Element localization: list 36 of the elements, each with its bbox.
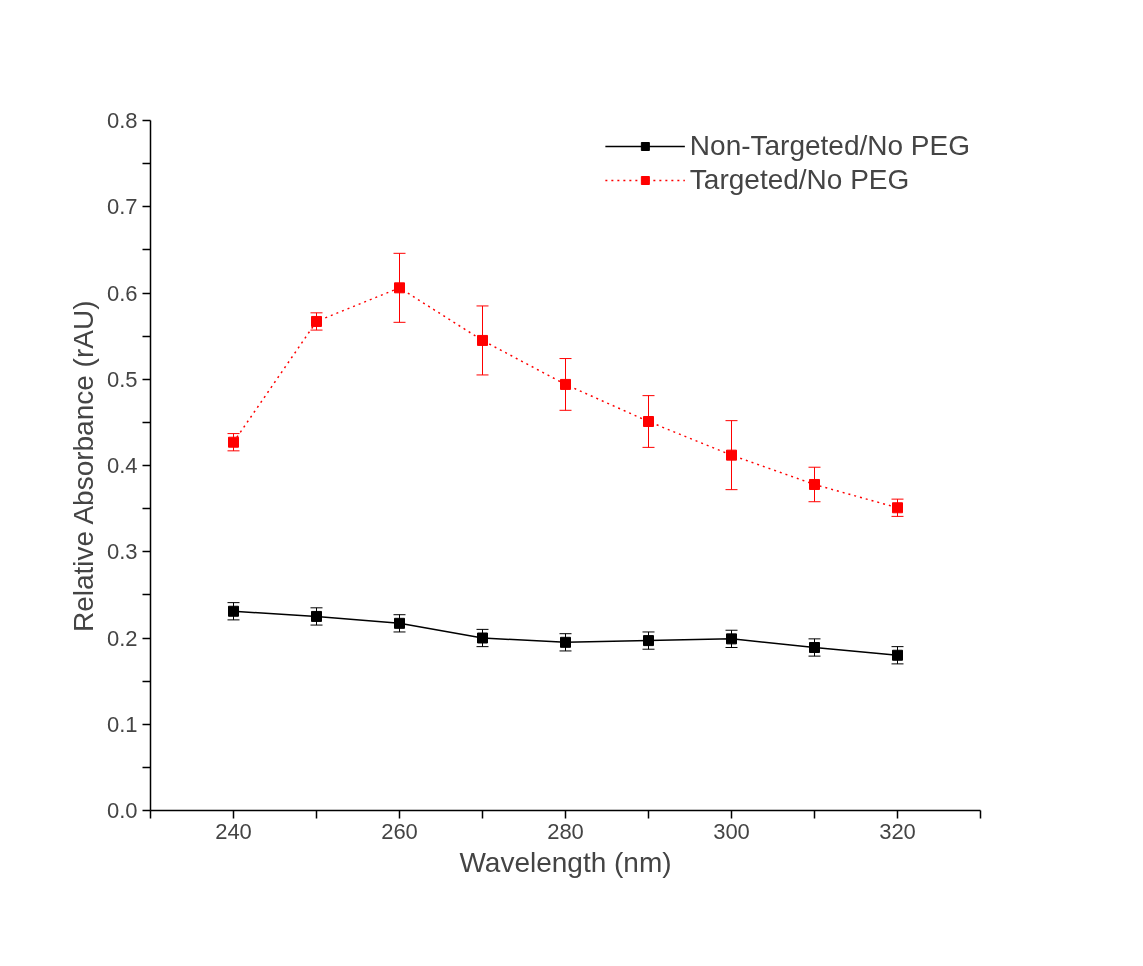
y-tick-label: 0.7 xyxy=(106,194,138,220)
x-tick-label: 300 xyxy=(713,818,750,844)
point xyxy=(892,649,903,661)
point xyxy=(228,605,239,617)
y-tick-label: 0.8 xyxy=(106,108,138,133)
y-tick-label: 0.0 xyxy=(106,798,138,823)
y-tick-label: 0.6 xyxy=(106,280,138,306)
legend-label: Non-Targeted/No PEG xyxy=(689,130,970,162)
point xyxy=(394,617,405,629)
point xyxy=(560,636,571,648)
y-tick-label: 0.1 xyxy=(106,711,138,737)
point xyxy=(643,635,654,647)
point xyxy=(643,416,654,428)
x-tick-label: 240 xyxy=(215,818,252,844)
x-tick-label: 320 xyxy=(879,818,916,844)
point xyxy=(311,610,322,622)
y-tick-label: 0.5 xyxy=(106,366,138,392)
y-tick-label: 0.2 xyxy=(106,625,138,651)
y-tick-label: 0.3 xyxy=(106,539,138,565)
point xyxy=(311,315,322,327)
point xyxy=(809,478,820,490)
point xyxy=(726,633,737,645)
point xyxy=(726,449,737,461)
x-tick-label: 260 xyxy=(381,818,418,844)
y-axis-title: Relative Absorbance (rAU) xyxy=(67,300,99,633)
x-axis-title: Wavelength (nm) xyxy=(459,846,672,878)
point xyxy=(477,632,488,644)
point xyxy=(892,502,903,514)
point xyxy=(560,378,571,390)
x-tick-label: 280 xyxy=(547,818,584,844)
y-tick-label: 0.4 xyxy=(106,453,138,478)
legend-label: Targeted/No PEG xyxy=(689,164,910,196)
point xyxy=(809,641,820,653)
point xyxy=(477,334,488,346)
point xyxy=(394,282,405,294)
point xyxy=(228,436,239,448)
